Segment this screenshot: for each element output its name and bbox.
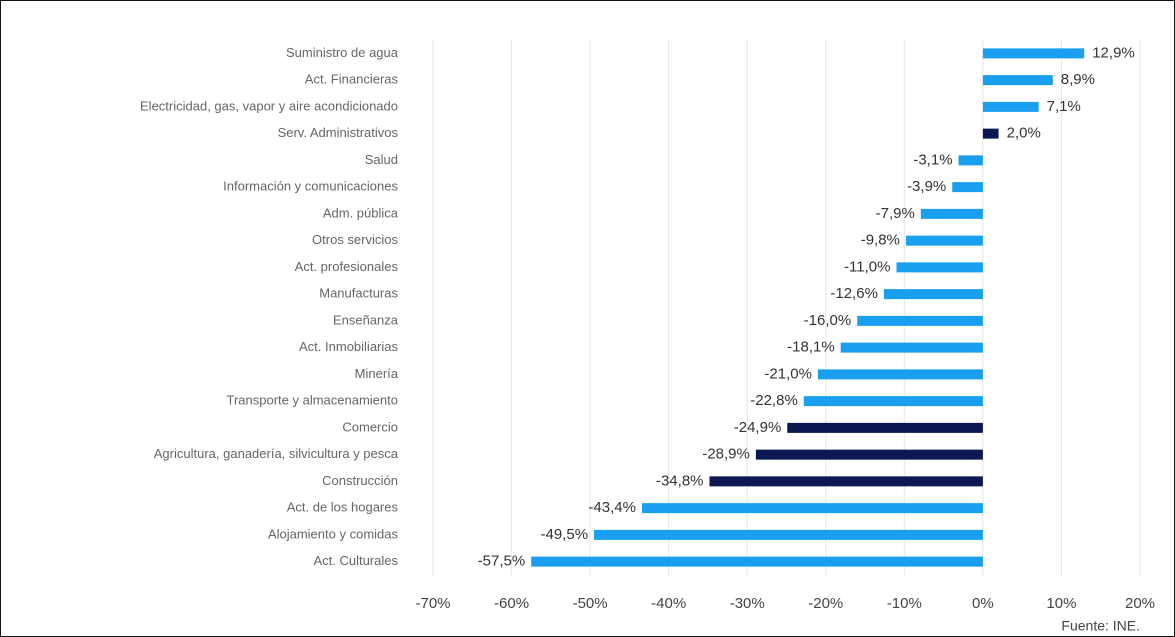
value-label: 12,9% — [1092, 44, 1135, 61]
category-label: Alojamiento y comidas — [268, 526, 399, 541]
category-label: Minería — [355, 366, 399, 381]
bar — [641, 503, 983, 514]
value-label: -11,0% — [844, 258, 890, 275]
value-label: -18,1% — [787, 339, 835, 356]
x-tick-label: -60% — [494, 595, 529, 612]
category-label: Otros servicios — [312, 232, 398, 247]
bar — [755, 449, 983, 460]
value-label: -16,0% — [804, 312, 852, 329]
value-label: -49,5% — [541, 526, 589, 543]
category-label: Serv. Administrativos — [278, 125, 399, 140]
category-label: Suministro de agua — [286, 45, 399, 60]
bar — [920, 208, 983, 219]
value-label: -57,5% — [478, 553, 526, 570]
bar — [803, 396, 983, 407]
category-label: Comercio — [342, 419, 398, 434]
bar — [594, 529, 983, 540]
category-label: Act. de los hogares — [287, 500, 399, 515]
bar — [857, 315, 983, 326]
bar — [817, 369, 983, 380]
value-label: 2,0% — [1007, 125, 1041, 142]
category-label: Act. Financieras — [305, 72, 399, 87]
bar — [883, 289, 983, 300]
bar — [840, 342, 983, 353]
x-tick-label: 0% — [972, 595, 994, 612]
bar — [958, 155, 983, 166]
value-label: 8,9% — [1061, 71, 1095, 88]
value-label: -28,9% — [702, 446, 750, 463]
category-label: Construcción — [322, 473, 398, 488]
x-tick-label: 10% — [1046, 595, 1076, 612]
x-tick-label: -40% — [651, 595, 686, 612]
bar — [905, 235, 983, 246]
value-label: -34,8% — [656, 472, 704, 489]
value-label: -24,9% — [734, 419, 782, 436]
bar — [787, 422, 983, 433]
category-label: Transporte y almacenamiento — [227, 393, 399, 408]
value-label: -12,6% — [830, 285, 878, 302]
bar — [531, 556, 983, 567]
bar — [896, 262, 983, 273]
category-label: Manufacturas — [319, 286, 398, 301]
value-label: -7,9% — [876, 205, 915, 222]
x-tick-label: -10% — [887, 595, 922, 612]
value-label: -9,8% — [861, 232, 900, 249]
x-tick-label: -30% — [730, 595, 765, 612]
value-label: -22,8% — [750, 392, 798, 409]
category-label: Agricultura, ganadería, silvicultura y p… — [154, 446, 399, 461]
value-label: 7,1% — [1047, 98, 1081, 115]
category-label: Act. Inmobiliarias — [299, 339, 398, 354]
bar — [952, 182, 983, 193]
category-label: Electricidad, gas, vapor y aire acondici… — [140, 98, 398, 113]
source: Fuente: INE. — [1061, 618, 1140, 634]
category-label: Información y comunicaciones — [223, 179, 398, 194]
value-label: -3,9% — [907, 178, 946, 195]
category-label: Salud — [365, 152, 398, 167]
category-label: Act. Culturales — [313, 553, 398, 568]
x-tick-label: 20% — [1125, 595, 1155, 612]
value-label: -21,0% — [764, 365, 812, 382]
category-label: Enseñanza — [333, 312, 399, 327]
x-tick-label: -50% — [573, 595, 608, 612]
value-label: -43,4% — [588, 499, 636, 516]
bar — [982, 75, 1053, 86]
category-label: Act. profesionales — [295, 259, 399, 274]
x-tick-label: -20% — [808, 595, 843, 612]
category-label: Adm. pública — [323, 205, 399, 220]
bar — [982, 101, 1039, 112]
value-label: -3,1% — [913, 151, 952, 168]
x-tick-label: -70% — [415, 595, 450, 612]
bar — [982, 48, 1085, 59]
bar — [982, 128, 999, 139]
bar — [709, 476, 983, 487]
